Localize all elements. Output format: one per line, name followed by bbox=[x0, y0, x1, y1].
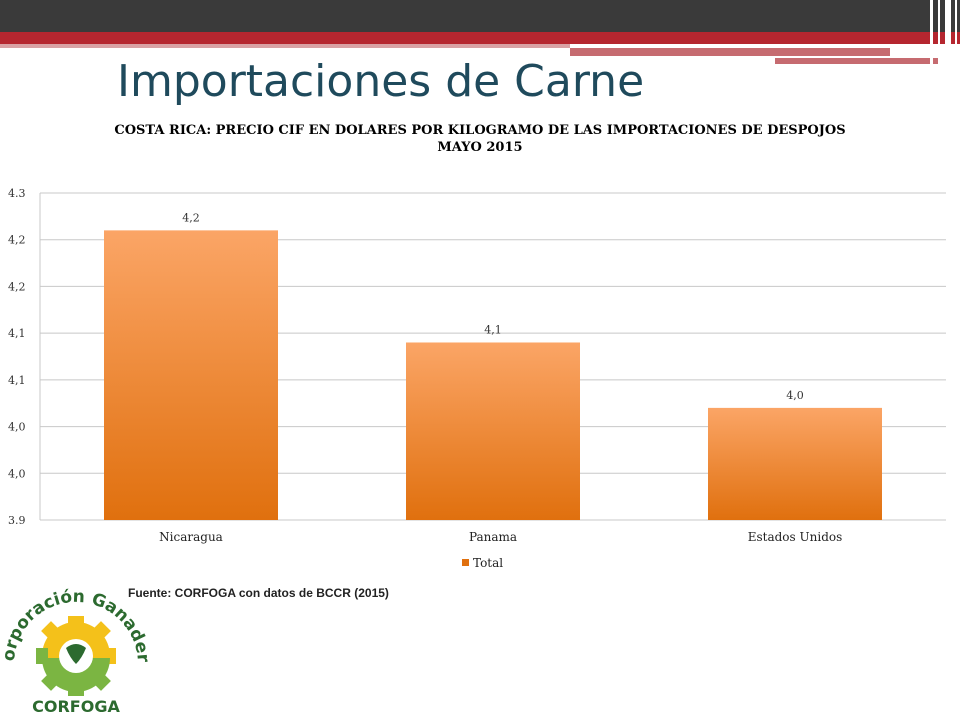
corfoga-logo: Corporación Ganadera CORFOGA bbox=[0, 578, 150, 716]
chart-subtitle: MAYO 2015 bbox=[437, 140, 523, 155]
y-tick-label: 4,1 bbox=[8, 374, 26, 387]
data-label: 4,0 bbox=[786, 389, 804, 402]
data-label: 4,2 bbox=[182, 211, 200, 224]
bar-estados-unidos bbox=[708, 407, 882, 520]
data-labels: 4,2 4,1 4,0 bbox=[182, 211, 804, 402]
x-tick-label: Estados Unidos bbox=[748, 530, 843, 544]
chart-title: COSTA RICA: PRECIO CIF EN DOLARES POR KI… bbox=[114, 123, 846, 138]
slide-top-bar bbox=[0, 0, 960, 32]
source-note: Fuente: CORFOGA con datos de BCCR (2015) bbox=[128, 586, 389, 600]
logo-short: CORFOGA bbox=[32, 697, 120, 716]
bar-nicaragua bbox=[104, 230, 278, 520]
x-tick-label: Nicaragua bbox=[159, 530, 223, 544]
bar-panama bbox=[406, 342, 580, 520]
y-tick-label: 4,0 bbox=[8, 421, 26, 434]
legend-swatch bbox=[462, 559, 469, 566]
legend: Total bbox=[462, 556, 503, 570]
y-tick-label: 4,0 bbox=[8, 467, 26, 480]
x-tick-label: Panama bbox=[469, 530, 517, 544]
legend-label: Total bbox=[473, 556, 503, 570]
axes: 3.9 4,0 4,0 4,1 4,1 4,2 4,2 4.3 Nicaragua Panama E… bbox=[8, 187, 842, 544]
y-tick-label: 4,2 bbox=[8, 234, 26, 247]
bars bbox=[104, 230, 882, 520]
y-tick-label: 4,1 bbox=[8, 327, 26, 340]
chart-title-block: COSTA RICA: PRECIO CIF EN DOLARES POR KI… bbox=[80, 122, 880, 156]
gear-icon bbox=[36, 616, 116, 696]
y-tick-label: 3.9 bbox=[8, 514, 26, 527]
y-tick-label: 4.3 bbox=[8, 187, 26, 200]
data-label: 4,1 bbox=[484, 323, 502, 336]
slide-header-decoration bbox=[0, 0, 960, 64]
y-tick-label: 4,2 bbox=[8, 280, 26, 293]
slide-title: Importaciones de Carne bbox=[117, 56, 645, 107]
bar-chart: 4,2 4,1 4,0 3.9 4,0 4,0 4,1 4,1 4,2 4,2 4.3 Nicara… bbox=[8, 187, 946, 570]
